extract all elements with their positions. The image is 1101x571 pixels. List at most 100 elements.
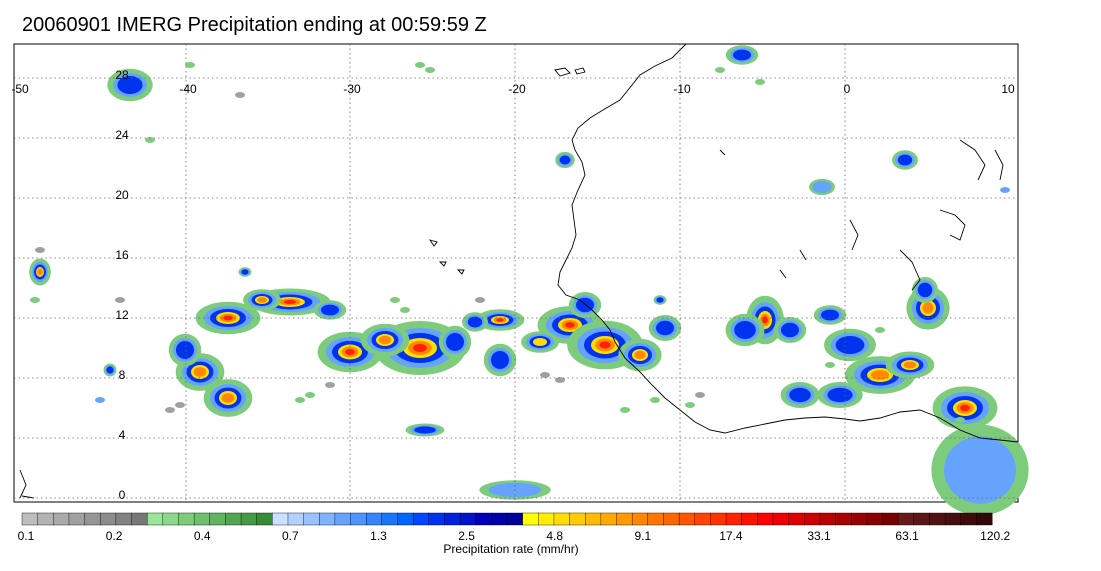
lon-label: -30	[343, 82, 361, 96]
precip-cell	[821, 309, 839, 321]
precip-speckle	[165, 407, 175, 413]
precip-speckle	[415, 62, 425, 68]
colorbar-swatch	[37, 512, 54, 526]
precip-speckle	[400, 307, 410, 313]
precip-speckle	[145, 137, 155, 143]
colorbar-label: Precipitation rate (mm/hr)	[443, 542, 579, 556]
colorbar-swatch	[115, 512, 133, 526]
river-outline	[959, 139, 986, 181]
colorbar-swatch	[819, 512, 837, 526]
precip-speckle	[540, 372, 550, 378]
precip-cell	[241, 269, 249, 275]
colorbar-swatch	[741, 512, 758, 526]
precip-cell	[917, 282, 933, 298]
colorbar-swatch	[725, 512, 743, 526]
precip-cell	[491, 351, 509, 369]
precip-speckle	[475, 297, 485, 303]
colorbar-swatch	[538, 512, 555, 526]
river-outline	[899, 249, 921, 291]
precip-cell	[781, 322, 799, 338]
colorbar-tick-label: 33.1	[807, 529, 831, 543]
colorbar-tick-label: 2.5	[458, 529, 475, 543]
lon-label: 10	[1001, 82, 1015, 96]
colorbar-swatch	[929, 512, 946, 526]
precip-cell	[835, 336, 865, 354]
colorbar-swatch	[553, 512, 571, 526]
colorbar-swatch	[616, 512, 633, 526]
precip-cell	[413, 344, 427, 352]
lat-label: 12	[115, 308, 129, 322]
island-outline	[428, 239, 438, 247]
colorbar-swatch	[209, 512, 226, 526]
map-title: 20060901 IMERG Precipitation ending at 0…	[22, 14, 487, 36]
precip-speckle	[185, 62, 195, 68]
precip-cell	[284, 300, 296, 304]
colorbar-swatch	[944, 512, 962, 526]
colorbar-swatch	[913, 512, 930, 526]
colorbar-swatch	[850, 512, 868, 526]
precip-cell	[565, 322, 575, 328]
colorbar-swatch	[694, 512, 711, 526]
precip-cell	[897, 154, 913, 166]
colorbar-swatch	[240, 512, 258, 526]
precip-cell	[656, 320, 674, 336]
river-outline	[849, 219, 859, 251]
precip-cell	[221, 393, 235, 403]
precip-speckle	[30, 297, 40, 303]
precip-cell	[378, 335, 392, 345]
colorbar-swatch	[835, 512, 852, 526]
precip-cell	[467, 316, 483, 328]
colorbar-swatch	[897, 512, 915, 526]
colorbar-swatch	[882, 512, 899, 526]
colorbar-tick-label: 0.2	[106, 529, 123, 543]
lat-label: 16	[115, 248, 129, 262]
colorbar-tick-label: 0.1	[18, 529, 35, 543]
precip-cell	[789, 387, 811, 403]
precip-speckle	[650, 397, 660, 403]
coast-fragment	[19, 469, 27, 499]
colorbar-swatch	[804, 512, 821, 526]
precip-cell	[922, 302, 934, 314]
island-outline	[456, 269, 465, 275]
coastline	[19, 43, 1019, 499]
colorbar-swatch	[757, 512, 774, 526]
colorbar-swatch	[459, 512, 477, 526]
precip-cell	[257, 297, 267, 303]
colorbar-swatch	[319, 512, 336, 526]
precip-cell	[656, 297, 664, 303]
precip-speckle	[1000, 187, 1010, 193]
colorbar-swatch	[631, 512, 649, 526]
colorbar-swatch	[412, 512, 430, 526]
lake-outline	[719, 149, 726, 156]
precip-cell	[599, 341, 611, 349]
precip-cell	[533, 338, 547, 346]
lake-outline	[799, 249, 807, 261]
colorbar-swatch	[84, 512, 101, 526]
lon-label: -20	[508, 82, 526, 96]
colorbar-swatch	[287, 512, 305, 526]
precip-speckle	[695, 392, 705, 398]
island-outline	[438, 261, 447, 267]
precip-speckle	[305, 392, 315, 398]
colorbar-tick-label: 17.4	[719, 529, 743, 543]
colorbar-swatch	[866, 512, 883, 526]
precip-cell	[827, 387, 853, 403]
lat-label: 28	[115, 68, 129, 82]
colorbar-tick-label: 4.8	[546, 529, 563, 543]
colorbar-tick-label: 9.1	[634, 529, 651, 543]
colorbar-swatch	[506, 512, 524, 526]
precip-cell	[223, 315, 233, 321]
colorbar-tick-label: 120.2	[980, 529, 1010, 543]
lon-label: -10	[673, 82, 691, 96]
precip-cell	[106, 366, 114, 374]
colorbar-swatch	[53, 512, 70, 526]
longitude-labels: -50 -40 -30 -20 -10 0 10	[11, 82, 1015, 96]
colorbar-swatch	[600, 512, 618, 526]
lat-label: 0	[119, 488, 126, 502]
precip-cell	[559, 155, 571, 165]
precip-speckle	[620, 407, 630, 413]
colorbar-swatch	[193, 512, 211, 526]
precip-cell	[576, 297, 594, 313]
colorbar-tick-labels: 0.1 0.2 0.4 0.7 1.3 2.5 4.8 9.1 17.4 33.1 63.1 120.…	[18, 529, 1011, 543]
precip-speckle	[995, 477, 1005, 483]
